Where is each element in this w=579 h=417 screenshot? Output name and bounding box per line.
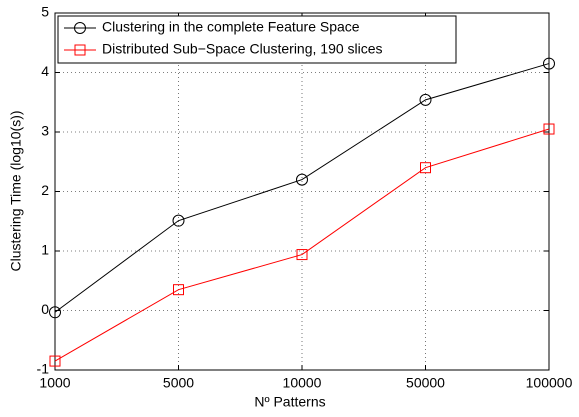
legend-label: Clustering in the complete Feature Space bbox=[102, 19, 360, 35]
data-point bbox=[296, 249, 308, 261]
plot-area bbox=[55, 13, 549, 370]
legend-box bbox=[57, 15, 457, 64]
legend-marker bbox=[74, 44, 86, 56]
x-tick-label: 10000 bbox=[283, 375, 322, 391]
y-tick-label: 1 bbox=[41, 242, 49, 258]
axes-box bbox=[54, 12, 550, 371]
data-point bbox=[49, 306, 61, 319]
data-point bbox=[173, 284, 184, 296]
y-tick-label: 5 bbox=[41, 4, 49, 20]
data-point bbox=[49, 355, 61, 367]
legend-label: Distributed Sub−Space Clustering, 190 sl… bbox=[102, 41, 383, 57]
legend-marker bbox=[74, 22, 86, 34]
data-point bbox=[420, 162, 431, 174]
x-tick-label: 50000 bbox=[406, 375, 445, 391]
x-tick-label: 1000 bbox=[39, 375, 70, 391]
x-tick-label: 5000 bbox=[163, 375, 194, 391]
data-point bbox=[172, 214, 185, 227]
y-tick-label: 2 bbox=[41, 182, 49, 198]
y-tick-label: 3 bbox=[41, 123, 49, 139]
data-point bbox=[419, 93, 432, 106]
y-tick-label: -1 bbox=[37, 361, 50, 377]
x-tick-label: 100000 bbox=[526, 375, 573, 391]
y-axis-label: Clustering Time (log10(s)) bbox=[8, 110, 24, 271]
data-point bbox=[296, 173, 308, 186]
x-axis-label: Nº Patterns bbox=[254, 394, 325, 410]
data-point bbox=[543, 123, 555, 135]
series-line bbox=[54, 63, 550, 313]
y-tick-label: 0 bbox=[41, 301, 49, 317]
series-line bbox=[54, 128, 550, 362]
data-point bbox=[543, 57, 555, 70]
y-tick-label: 4 bbox=[41, 63, 49, 79]
